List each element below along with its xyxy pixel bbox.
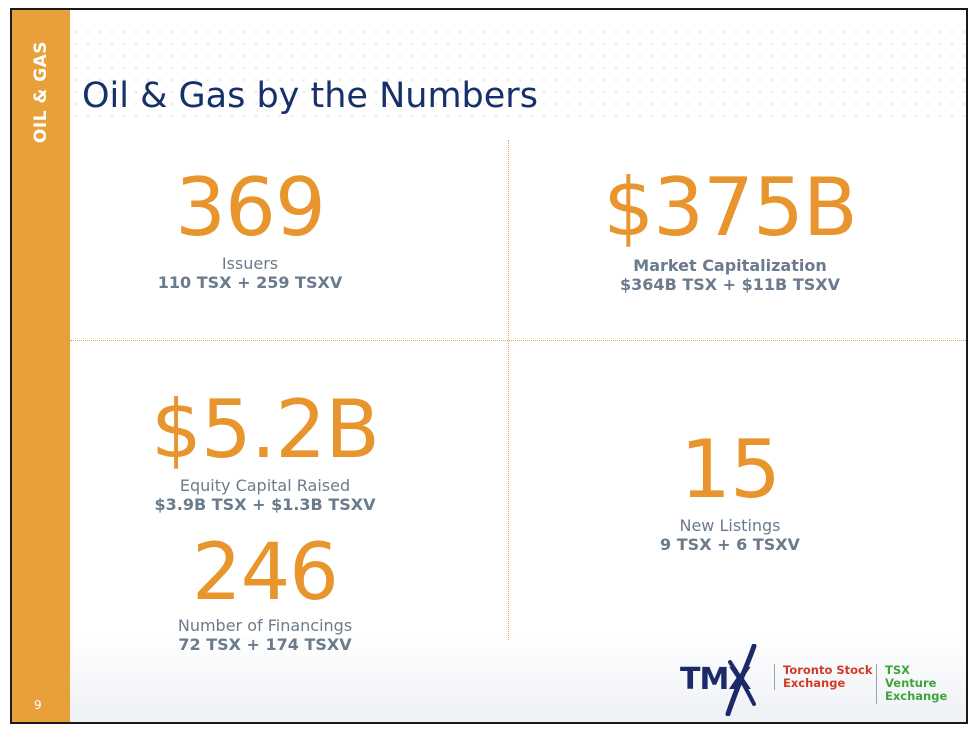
stat-detail: $3.9B TSX + $1.3B TSXV xyxy=(154,495,376,514)
stat-value: 369 xyxy=(175,161,326,254)
stat-detail: $364B TSX + $11B TSXV xyxy=(620,275,840,294)
stat-value: $5.2B xyxy=(150,383,380,476)
stat-label: Issuers xyxy=(221,254,279,273)
tsx-line-1: Toronto Stock xyxy=(783,663,873,677)
stat-label: Equity Capital Raised xyxy=(179,476,351,495)
horizontal-divider xyxy=(70,340,966,341)
stat-detail: 72 TSX + 174 TSXV xyxy=(178,635,352,654)
stat-equity-capital: $5.2B Equity Capital Raised $3.9B TSX + … xyxy=(130,383,400,515)
page-title: Oil & Gas by the Numbers xyxy=(82,76,538,116)
section-label: OIL & GAS xyxy=(31,40,51,144)
stat-financings: 246 Number of Financings 72 TSX + 174 TS… xyxy=(140,534,390,654)
bottom-gradient xyxy=(70,632,966,722)
tsxv-line-2: Exchange xyxy=(885,689,948,704)
stat-detail: 110 TSX + 259 TSXV xyxy=(157,273,343,292)
tsx-line-2: Exchange xyxy=(783,676,846,691)
vertical-divider xyxy=(508,140,509,640)
stat-label: Number of Financings xyxy=(177,616,353,635)
tmx-swoosh-icon xyxy=(725,644,757,716)
stat-detail: 9 TSX + 6 TSXV xyxy=(660,535,800,554)
stat-market-cap: $375B Market Capitalization $364B TSX + … xyxy=(590,161,870,295)
stat-label: New Listings xyxy=(679,516,781,535)
stat-value: $375B xyxy=(603,161,857,254)
page-number: 9 xyxy=(34,698,42,712)
tmx-logo: TMX Toronto Stock Exchange TSX Venture E… xyxy=(680,644,960,716)
dot-pattern-background xyxy=(70,26,966,118)
tsx-logo-text: Toronto Stock Exchange xyxy=(774,663,873,691)
slide: OIL & GAS 9 Oil & Gas by the Numbers 369… xyxy=(10,8,968,724)
tsxv-logo-text: TSX Venture Exchange xyxy=(876,663,960,704)
stat-label: Market Capitalization xyxy=(633,256,827,275)
tsxv-line-1: TSX Venture xyxy=(885,663,937,691)
sidebar: OIL & GAS 9 xyxy=(12,10,70,722)
stat-value: 15 xyxy=(680,423,781,516)
stat-new-listings: 15 New Listings 9 TSX + 6 TSXV xyxy=(630,423,830,555)
stat-issuers: 369 Issuers 110 TSX + 259 TSXV xyxy=(130,161,370,293)
stat-value: 246 xyxy=(192,528,339,618)
